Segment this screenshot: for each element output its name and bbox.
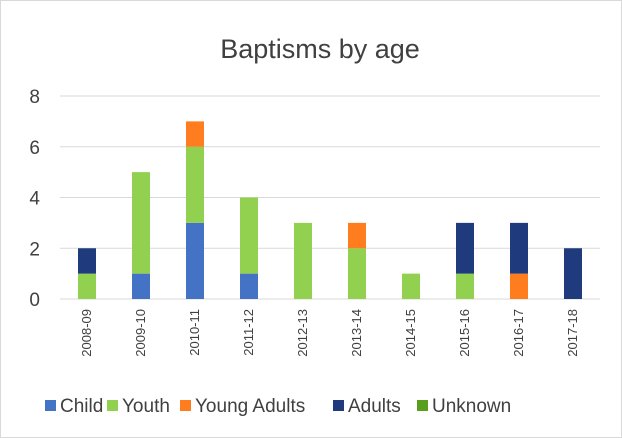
y-tick-label: 8 xyxy=(29,87,40,108)
x-tick-label: 2010-11 xyxy=(187,309,202,356)
x-tick-label: 2012-13 xyxy=(295,309,310,357)
y-tick-label: 4 xyxy=(29,189,40,210)
x-axis-ticks: 2008-09 2009-10 2010-11 2011-12 2012-13 2013-… xyxy=(79,309,580,357)
bar-segment xyxy=(186,121,204,147)
x-tick-label: 2015-16 xyxy=(457,309,472,357)
bar-segment xyxy=(564,248,582,299)
x-tick-label: 2017-18 xyxy=(565,309,580,357)
bar-segment xyxy=(186,222,204,299)
bars xyxy=(78,121,582,299)
bar-segment xyxy=(132,172,150,274)
legend-swatch xyxy=(180,400,191,411)
legend-label: Child xyxy=(60,396,103,417)
x-tick-label: 2013-14 xyxy=(349,309,364,357)
legend-label: Unknown xyxy=(432,396,511,417)
bar-segment xyxy=(456,222,474,274)
bar-segment xyxy=(240,197,258,274)
bar-segment xyxy=(348,248,366,299)
bar-segment xyxy=(510,273,528,299)
bar-segment xyxy=(132,273,150,299)
bar-segment xyxy=(402,273,420,299)
x-tick-label: 2011-12 xyxy=(241,309,256,356)
legend-swatch xyxy=(45,400,56,411)
bar-segment xyxy=(456,273,474,299)
legend-label: Adults xyxy=(348,396,401,417)
bar-segment xyxy=(78,273,96,299)
bar-segment xyxy=(294,222,312,299)
x-tick-label: 2014-15 xyxy=(403,309,418,357)
bar-segment xyxy=(78,248,96,274)
x-tick-label: 2008-09 xyxy=(79,309,94,357)
legend: Child Youth Young Adults Adults Unknown xyxy=(45,396,511,417)
y-axis-ticks: 0 2 4 6 8 xyxy=(29,87,40,311)
legend-swatch xyxy=(333,400,344,411)
y-tick-label: 6 xyxy=(29,138,40,159)
legend-label: Youth xyxy=(122,396,170,417)
bar-segment xyxy=(240,273,258,299)
bar-segment xyxy=(510,222,528,274)
legend-swatch xyxy=(107,400,118,411)
legend-label: Young Adults xyxy=(195,396,305,417)
chart-title: Baptisms by age xyxy=(220,34,420,64)
y-tick-label: 2 xyxy=(29,239,40,260)
x-tick-label: 2016-17 xyxy=(511,309,526,357)
y-tick-label: 0 xyxy=(29,290,40,311)
legend-swatch xyxy=(417,400,428,411)
x-tick-label: 2009-10 xyxy=(133,309,148,357)
bar-segment xyxy=(186,146,204,223)
bar-segment xyxy=(348,222,366,249)
